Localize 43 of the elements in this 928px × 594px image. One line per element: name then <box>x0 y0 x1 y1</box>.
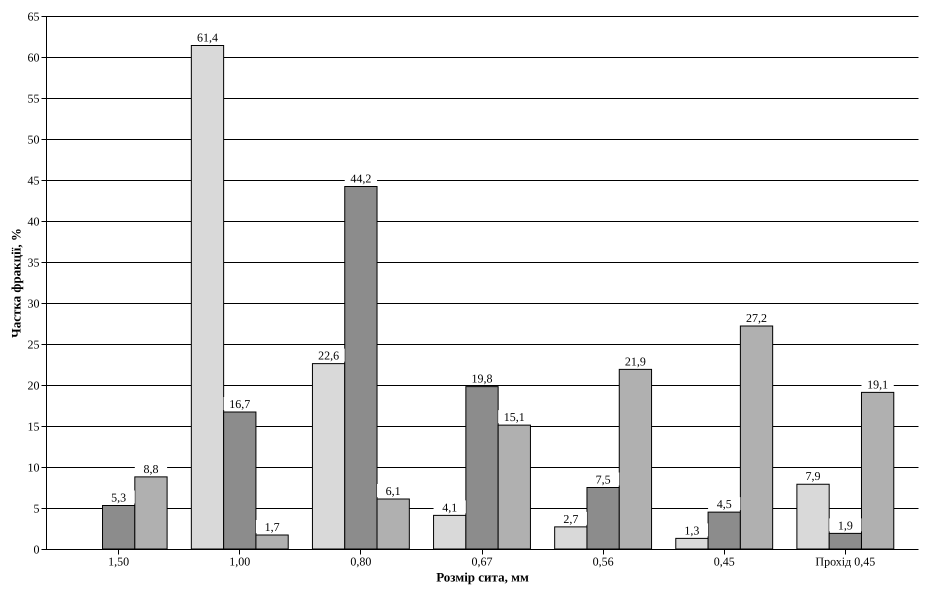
data-label: 8,8 <box>143 462 158 476</box>
data-label: 15,1 <box>504 410 525 424</box>
x-axis-title: Розмір сита, мм <box>436 570 529 584</box>
y-tick-label: 60 <box>28 50 40 64</box>
x-tick-label: 0,56 <box>592 554 614 568</box>
x-tick-label: 1,00 <box>229 554 250 568</box>
y-tick-label: 35 <box>28 256 40 270</box>
y-tick-label: 5 <box>34 502 40 516</box>
data-label: 61,4 <box>196 30 218 45</box>
y-tick-label: 65 <box>28 10 40 24</box>
x-tick-label: 1,50 <box>108 554 130 568</box>
y-tick-label: 40 <box>28 214 40 228</box>
y-tick-label: 50 <box>28 132 40 146</box>
data-label: 27,2 <box>746 310 768 325</box>
data-label: 4,5 <box>716 497 732 512</box>
data-label: 22,6 <box>318 348 340 363</box>
data-label: 6,1 <box>386 484 401 498</box>
data-label: 1,3 <box>684 523 700 538</box>
x-tick-label: Прохід 0,45 <box>815 554 876 568</box>
data-label: 2,7 <box>563 512 578 526</box>
y-tick-label: 0 <box>34 542 40 556</box>
data-label: 7,9 <box>806 469 821 484</box>
y-tick-label: 30 <box>28 296 40 310</box>
data-label: 21,9 <box>624 354 646 368</box>
data-label: 5,3 <box>111 490 126 505</box>
data-label: 16,7 <box>229 397 250 412</box>
y-tick-label: 55 <box>28 92 40 106</box>
y-tick-label: 15 <box>28 420 40 434</box>
data-label: 1,9 <box>838 518 853 532</box>
data-label: 1,7 <box>264 520 280 534</box>
data-label: 19,1 <box>867 377 888 392</box>
x-tick-label: 0,45 <box>714 554 735 568</box>
x-tick-label: 0,80 <box>350 554 372 568</box>
data-label: 19,8 <box>472 372 492 386</box>
y-tick-label: 20 <box>28 378 40 392</box>
x-tick-label: 0,67 <box>472 554 492 568</box>
y-tick-label: 45 <box>28 174 40 188</box>
data-label: 7,5 <box>596 472 611 486</box>
y-axis-title: Частка фракції, % <box>8 228 24 338</box>
data-label: 44,2 <box>350 172 372 186</box>
y-tick-label: 25 <box>28 338 40 352</box>
data-label: 4,1 <box>442 500 458 514</box>
y-tick-label: 10 <box>28 460 40 474</box>
